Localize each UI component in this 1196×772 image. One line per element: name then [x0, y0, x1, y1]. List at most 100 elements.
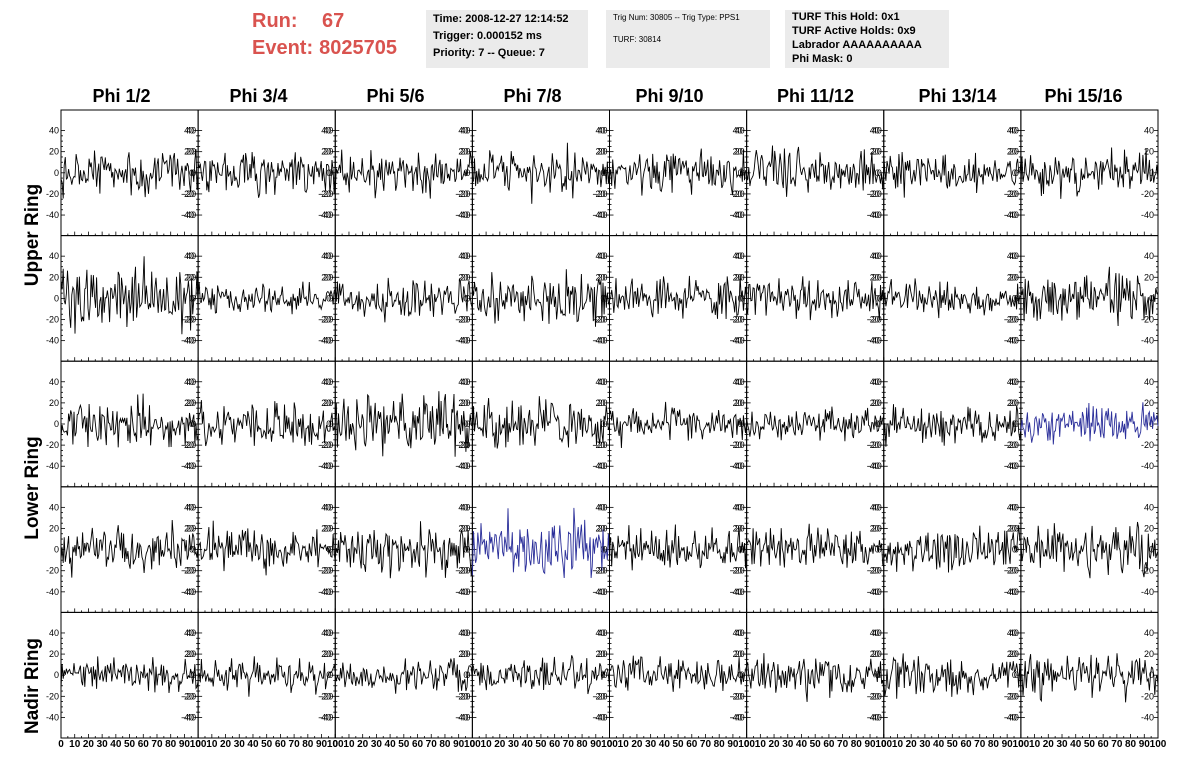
x-tick-label: 40 — [1070, 739, 1082, 750]
y-tick-label-left: 20 — [735, 649, 745, 659]
waveform-trace — [883, 151, 1022, 198]
y-tick-label-right: -20 — [455, 566, 468, 576]
y-tick-label-right: 0 — [1012, 293, 1017, 303]
y-tick-label-left: 20 — [460, 147, 470, 157]
y-tick-label-right: -20 — [1141, 440, 1154, 450]
x-tick-label: 80 — [302, 739, 314, 750]
y-tick-label-right: 40 — [1144, 377, 1154, 387]
x-tick-label: 90 — [453, 739, 465, 750]
y-tick-label-right: 40 — [733, 628, 743, 638]
y-tick-label-right: 0 — [600, 168, 605, 178]
y-tick-label-left: -20 — [1006, 691, 1019, 701]
y-tick-label-right: 40 — [184, 126, 194, 136]
x-tick-label: 70 — [563, 739, 575, 750]
y-tick-label-right: 20 — [1007, 147, 1017, 157]
column-label-phi-7-8: Phi 7/8 — [503, 86, 562, 106]
x-tick-label: 10 — [618, 739, 630, 750]
waveform-trace — [883, 278, 1022, 319]
y-tick-label-right: -40 — [1004, 461, 1017, 471]
y-tick-label-left: 40 — [49, 628, 59, 638]
y-tick-label-left: 0 — [877, 168, 882, 178]
waveform-trace — [609, 655, 748, 692]
y-tick-label-left: 40 — [460, 251, 470, 261]
y-tick-label-right: -20 — [730, 315, 743, 325]
y-tick-label-left: 0 — [1014, 545, 1019, 555]
y-tick-label-left: -20 — [1006, 189, 1019, 199]
time-line: Time: 2008-12-27 12:14:52 — [433, 13, 569, 25]
y-tick-label-left: -20 — [732, 691, 745, 701]
y-tick-label-left: -40 — [46, 587, 59, 597]
x-tick-label: 60 — [1098, 739, 1110, 750]
y-tick-label-right: 40 — [870, 377, 880, 387]
y-tick-label-left: 20 — [735, 272, 745, 282]
y-tick-label-right: -20 — [592, 566, 605, 576]
y-tick-label-right: 0 — [600, 419, 605, 429]
y-tick-label-left: 0 — [465, 545, 470, 555]
y-tick-label-left: 0 — [602, 545, 607, 555]
phi-mask-line: Phi Mask: 0 — [792, 53, 853, 65]
y-tick-label-right: -20 — [181, 566, 194, 576]
y-tick-label-left: -40 — [594, 336, 607, 346]
y-tick-label-left: -40 — [869, 210, 882, 220]
y-tick-label-right: -20 — [1004, 189, 1017, 199]
y-tick-label-right: 20 — [1007, 398, 1017, 408]
y-tick-label-right: 40 — [321, 126, 331, 136]
y-tick-label-right: 20 — [595, 649, 605, 659]
y-tick-label-left: -40 — [869, 712, 882, 722]
y-tick-label-right: -40 — [1004, 336, 1017, 346]
y-tick-label-left: -40 — [1006, 461, 1019, 471]
y-tick-label-left: 0 — [54, 168, 59, 178]
waveform-trace — [197, 520, 336, 576]
y-tick-label-right: 20 — [321, 272, 331, 282]
y-tick-label-right: -40 — [1141, 210, 1154, 220]
y-tick-label-right: -20 — [181, 440, 194, 450]
y-tick-label-left: 40 — [597, 251, 607, 261]
y-tick-label-left: 40 — [735, 126, 745, 136]
y-tick-label-right: 40 — [733, 377, 743, 387]
y-tick-label-right: 40 — [1007, 126, 1017, 136]
x-tick-label: 30 — [97, 739, 109, 750]
x-tick-label: 0 — [195, 739, 201, 750]
column-label-phi-3-4: Phi 3/4 — [229, 86, 288, 106]
y-tick-label-left: -20 — [869, 691, 882, 701]
y-tick-label-right: -20 — [592, 691, 605, 701]
x-tick-label: 0 — [58, 739, 64, 750]
x-tick-label: 60 — [549, 739, 561, 750]
y-tick-label-right: 20 — [733, 649, 743, 659]
y-tick-label-left: 40 — [186, 251, 196, 261]
y-tick-label-left: 0 — [54, 293, 59, 303]
column-label-phi-15-16: Phi 15/16 — [1044, 86, 1123, 106]
y-tick-label-right: -40 — [318, 712, 331, 722]
y-tick-label-left: -20 — [869, 315, 882, 325]
y-tick-label-right: -40 — [730, 336, 743, 346]
y-tick-label-left: 0 — [328, 419, 333, 429]
y-tick-label-right: 40 — [870, 502, 880, 512]
x-tick-label: 50 — [673, 739, 685, 750]
x-tick-label: 30 — [1056, 739, 1068, 750]
y-tick-label-left: 20 — [597, 147, 607, 157]
waveform-trace — [334, 277, 473, 323]
x-tick-label: 80 — [577, 739, 589, 750]
y-tick-label-right: -20 — [867, 566, 880, 576]
y-tick-label-left: 40 — [49, 377, 59, 387]
y-tick-label-right: -20 — [1141, 315, 1154, 325]
y-tick-label-left: -40 — [869, 587, 882, 597]
x-tick-label: 90 — [316, 739, 328, 750]
x-tick-label: 50 — [124, 739, 136, 750]
y-tick-label-right: 20 — [184, 398, 194, 408]
x-tick-label: 40 — [247, 739, 259, 750]
y-tick-label-right: 40 — [458, 126, 468, 136]
y-tick-label-right: 40 — [1007, 628, 1017, 638]
y-tick-label-right: 0 — [326, 293, 331, 303]
waveform-trace — [609, 275, 748, 320]
y-tick-label-left: -20 — [457, 566, 470, 576]
x-tick-label: 0 — [881, 739, 887, 750]
y-tick-label-right: -20 — [592, 189, 605, 199]
y-tick-label-left: -20 — [869, 189, 882, 199]
y-tick-label-right: 40 — [321, 628, 331, 638]
y-tick-label-right: 0 — [738, 419, 743, 429]
panel-frame — [60, 360, 199, 488]
x-tick-label: 50 — [1084, 739, 1096, 750]
y-tick-label-left: 0 — [1014, 168, 1019, 178]
y-tick-label-left: -20 — [594, 189, 607, 199]
